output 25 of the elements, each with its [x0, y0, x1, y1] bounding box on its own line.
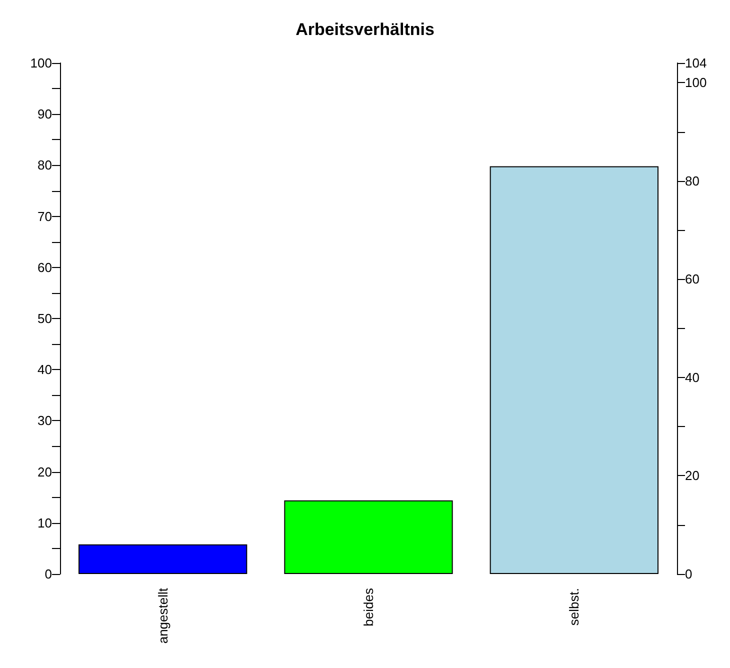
y-tick-label: 90 — [38, 106, 52, 122]
chart-title: Arbeitsverhältnis — [296, 20, 434, 39]
bar — [490, 166, 658, 574]
x-tick-label: angestellt — [155, 588, 170, 644]
y2-tick-label: 40 — [685, 370, 700, 385]
x-tick-label: selbst. — [566, 588, 582, 626]
y2-tick-label: 104 — [685, 56, 707, 70]
y-tick-label: 100 — [30, 56, 52, 70]
y2-tick-label: 100 — [685, 75, 707, 90]
y-tick-label: 80 — [38, 158, 52, 173]
y2-tick-label: 80 — [685, 173, 700, 188]
y-tick-label: 20 — [38, 464, 52, 480]
y-tick-label: 30 — [38, 413, 52, 428]
x-tick-label: beides — [361, 588, 376, 626]
y-tick-label: 60 — [38, 260, 52, 275]
y-tick-label: 10 — [38, 515, 52, 530]
bar — [284, 500, 453, 574]
y-tick-label: 70 — [38, 208, 52, 224]
y2-tick-label: 60 — [685, 272, 700, 287]
y2-tick-label: 20 — [685, 468, 700, 484]
y-tick-label: 0 — [44, 566, 52, 582]
bar — [78, 544, 248, 574]
y-tick-label: 50 — [38, 311, 52, 326]
y2-tick-label: 0 — [685, 566, 692, 582]
y-tick-label: 40 — [38, 362, 52, 378]
